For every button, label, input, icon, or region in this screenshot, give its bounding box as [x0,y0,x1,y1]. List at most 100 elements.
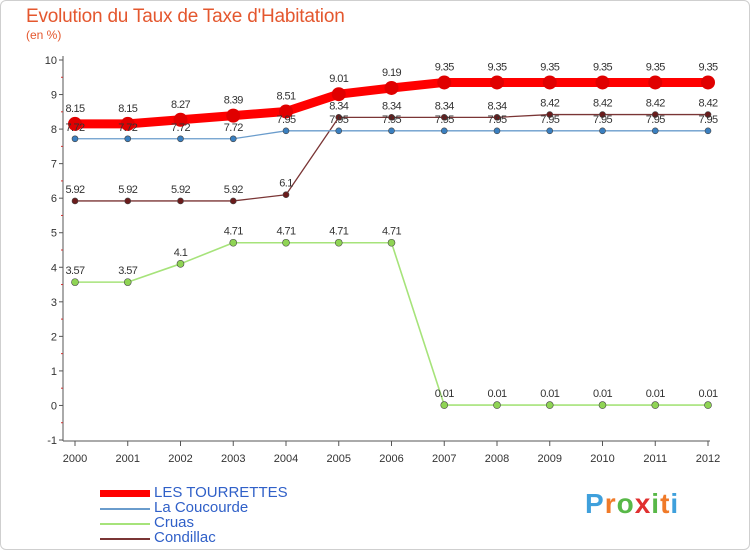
data-label: 7.95 [593,114,612,126]
data-label: 7.95 [698,114,717,126]
y-tick-label: 1 [51,366,57,378]
data-label: 7.95 [382,114,401,126]
data-label: 5.92 [224,184,243,196]
data-label: 0.01 [540,388,559,400]
data-point [648,75,663,90]
data-label: 4.71 [276,226,295,238]
y-tick-label: 9 [51,90,57,102]
data-label: 3.57 [118,265,137,277]
x-tick-label: 2000 [63,453,87,465]
data-label: 7.95 [487,114,506,126]
data-label: 5.92 [171,184,190,196]
data-label: 9.35 [435,61,454,73]
legend-label-la-coucourde: La Coucourde [154,499,249,516]
data-point [388,114,395,121]
y-tick-label: 2 [51,331,57,343]
data-point [177,197,184,205]
data-label: 0.01 [646,388,665,400]
data-label: 9.35 [487,61,506,73]
data-label: 7.72 [65,122,84,134]
data-label: 8.34 [382,100,401,112]
data-label: 9.19 [382,67,401,79]
series-les-tourrettes [68,75,715,131]
data-point [335,114,343,121]
data-point [546,111,554,118]
data-label: 7.72 [224,122,243,134]
data-label: 8.42 [646,98,665,110]
data-label: 4.1 [174,247,188,259]
data-point [440,127,448,135]
y-tick-label: 6 [51,193,57,205]
data-label: 7.95 [276,114,295,126]
data-label: 9.35 [593,61,612,73]
series-condillac [71,111,712,205]
legend-label-les-tourrettes: LES TOURRETTES [154,484,288,501]
data-label: 7.72 [118,122,137,134]
data-label: 7.95 [540,114,559,126]
chart-subtitle: (en %) [26,28,62,42]
data-point [71,197,79,205]
data-point [542,75,557,90]
y-tick-label: 0 [51,400,57,412]
x-tick-label: 2001 [116,453,140,465]
data-point [387,238,396,247]
labels-condillac: 5.92 5.92 5.92 5.92 6.1 8.34 8.34 8.34 8.34 8.42 8… [65,98,718,196]
y-tick-label: -1 [47,435,57,447]
data-point [490,75,504,90]
data-point [599,111,606,118]
data-point [437,75,452,90]
data-label: 7.95 [329,114,348,126]
data-point [440,401,449,409]
data-label: 4.71 [329,226,348,238]
data-label: 0.01 [698,388,717,400]
data-point [282,238,290,247]
data-label: 8.42 [540,98,559,110]
y-tick-label: 5 [51,228,57,240]
data-label: 0.01 [435,388,454,400]
y-tick-label: 8 [51,124,57,136]
data-point [704,401,712,409]
data-point [279,104,293,119]
data-label: 8.34 [435,100,454,112]
chart-title: Evolution du Taux de Taxe d'Habitation [26,6,345,27]
data-point [282,191,290,199]
data-point [493,401,501,409]
data-label: 8.34 [329,100,348,112]
legend-label-cruas: Cruas [154,514,195,531]
data-point [651,127,659,135]
data-label: 3.57 [65,265,84,277]
data-point [704,127,712,135]
data-point [598,401,607,409]
series-line [74,241,709,406]
data-point [229,197,237,205]
x-tick-label: 2010 [590,453,614,465]
data-point [177,135,184,143]
data-point [173,112,188,127]
data-label: 8.15 [118,103,137,115]
x-tick-label: 2004 [274,453,298,465]
data-label: 8.39 [224,95,243,107]
data-label: 8.42 [593,98,612,110]
data-label: 0.01 [593,388,612,400]
data-point [440,114,448,121]
data-point [493,127,501,135]
data-point [229,238,238,247]
data-point [701,75,715,90]
y-tick-label: 7 [51,159,57,171]
series-cruas [71,238,712,409]
x-tick-label: 2012 [696,453,720,465]
data-point [651,111,659,118]
data-label: 5.92 [118,184,137,196]
data-label: 7.95 [646,114,665,126]
data-point [599,127,606,135]
data-point [493,114,501,121]
data-label: 9.35 [540,61,559,73]
x-tick-label: 2003 [221,453,245,465]
data-point [282,127,290,135]
data-label: 4.71 [382,226,401,238]
y-tick-label: 3 [51,297,57,309]
labels-les-tourrettes: 8.15 8.15 8.27 8.39 8.51 9.01 9.19 9.35 9.35 9.35… [65,61,718,115]
legend-swatch-condillac [100,538,150,540]
labels-cruas: 3.57 3.57 4.1 4.71 4.71 4.71 4.71 0.01 0.01 0.01 0… [65,226,718,400]
